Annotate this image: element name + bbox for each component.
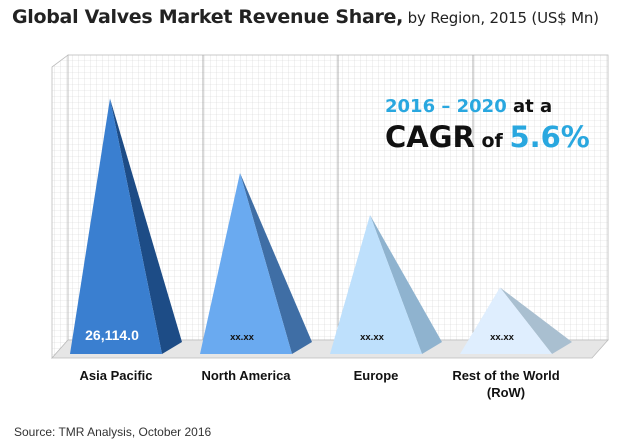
- chart-title: Global Valves Market Revenue Share, by R…: [12, 6, 612, 28]
- pyramid-series: [70, 98, 572, 354]
- x-tick-label-0: Asia Pacific: [80, 368, 153, 383]
- pyramid-bar-0: [70, 98, 162, 354]
- cagr-callout-value: CAGR of 5.6%: [385, 120, 590, 154]
- cagr-at-a: at a: [506, 96, 553, 117]
- source-note: Source: TMR Analysis, October 2016: [14, 425, 212, 439]
- cagr-of: of: [474, 130, 510, 152]
- x-tick-label-3-line1: (RoW): [487, 385, 525, 400]
- cagr-years: 2016 – 2020: [385, 96, 507, 117]
- data-label-0: 26,114.0: [85, 327, 139, 343]
- data-label-1: xx.xx: [230, 332, 254, 343]
- x-axis-tick-labels: Asia Pacific North America Europe Rest of t…: [80, 368, 560, 400]
- data-label-2: xx.xx: [360, 332, 384, 343]
- data-label-3: xx.xx: [490, 332, 514, 343]
- x-tick-label-3-line0: Rest of the World: [452, 368, 559, 383]
- data-labels: 26,114.0 xx.xx xx.xx xx.xx: [85, 327, 514, 343]
- pyramid-bar-3: [460, 287, 552, 354]
- pyramid-side-1: [240, 172, 312, 354]
- pyramid-side-3: [500, 287, 572, 354]
- cagr-value: 5.6%: [509, 120, 590, 154]
- pyramid-side-0: [110, 98, 182, 354]
- x-tick-label-2: Europe: [354, 368, 399, 383]
- chart-title-main: Global Valves Market Revenue Share,: [12, 6, 404, 28]
- chart-title-sub: by Region, 2015 (US$ Mn): [403, 9, 599, 27]
- pyramid-side-2: [370, 215, 442, 354]
- cagr-callout-period: 2016 – 2020 at a: [385, 96, 552, 117]
- pyramid-bar-1: [200, 172, 292, 354]
- side-wall-grid: [51, 54, 69, 360]
- cagr-label: CAGR: [385, 120, 475, 154]
- x-tick-label-1: North America: [201, 368, 291, 383]
- pyramid-bar-2: [330, 215, 422, 354]
